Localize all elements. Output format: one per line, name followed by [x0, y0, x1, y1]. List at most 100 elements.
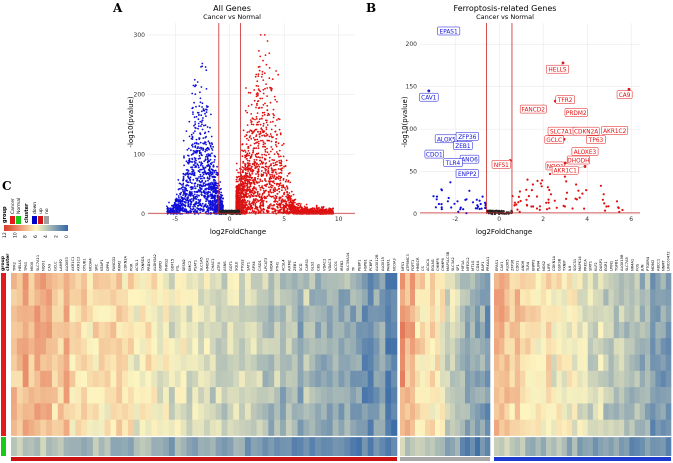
heatmap-cell-normal [326, 437, 333, 456]
heatmap-cell [303, 338, 310, 355]
data-point-up [260, 76, 263, 78]
data-point-up [275, 145, 278, 148]
data-point-up [254, 203, 257, 205]
data-point-up [257, 107, 260, 110]
data-point-down [211, 143, 214, 146]
heatmap-cell-normal [385, 437, 392, 456]
heatmap-cell [391, 338, 398, 355]
data-point-up [243, 197, 246, 199]
heatmap-cell [87, 403, 94, 420]
data-point-down [190, 188, 193, 191]
data-point-up [286, 187, 289, 190]
heatmap-cell [11, 305, 18, 323]
data-point-down [189, 203, 192, 206]
heatmap-cell [250, 403, 257, 420]
data-point-up [258, 118, 261, 121]
data-point-up [262, 166, 265, 169]
data-point-up [553, 199, 556, 202]
heatmap-cell [151, 419, 158, 437]
data-point-up [268, 177, 271, 180]
heatmap-cell [344, 387, 351, 404]
data-point-up [294, 201, 296, 204]
data-point-up [258, 136, 261, 138]
data-point-down [212, 190, 214, 193]
heatmap-cell [22, 338, 29, 355]
heatmap-cell [430, 403, 436, 420]
column-label: TP63 [24, 262, 28, 272]
heatmap-cell [262, 321, 269, 339]
data-point-down [446, 200, 449, 203]
data-point-down [179, 198, 182, 201]
heatmap-cell-normal [239, 437, 246, 456]
heatmap-cell [309, 338, 316, 355]
legend-swatch-cluster [38, 216, 43, 224]
data-point-up [257, 147, 260, 150]
data-point-up [248, 202, 251, 205]
data-point-down [205, 69, 208, 72]
data-point-up [257, 140, 260, 143]
data-point-down [216, 199, 219, 202]
data-point-up [282, 209, 285, 212]
heatmap-cell [256, 305, 263, 323]
gene-label-box [551, 165, 579, 175]
heatmap-cell [297, 338, 304, 355]
data-point-up [256, 162, 258, 165]
data-point-up [264, 148, 267, 151]
data-point-up [299, 204, 302, 207]
data-point-down [195, 115, 198, 118]
data-point-up [264, 163, 267, 165]
data-point-up [266, 40, 269, 42]
data-point-down [204, 66, 207, 68]
column-label: ACACA [426, 258, 430, 271]
gene-label: PRDM2 [566, 111, 587, 117]
heatmap-cell [186, 273, 193, 290]
data-point-down [210, 135, 213, 138]
heatmap-cell [34, 338, 41, 355]
heatmap-cell [28, 403, 35, 420]
data-point-up [276, 160, 278, 163]
heatmap-cell [455, 321, 461, 339]
heatmap-cell [98, 321, 105, 339]
data-point-up [245, 208, 247, 211]
data-point-down [190, 133, 193, 136]
data-point-down [220, 191, 223, 194]
heatmap-cell [344, 289, 351, 306]
data-point-up [237, 171, 240, 174]
data-point-up [281, 144, 284, 147]
heatmap-cell [400, 419, 406, 437]
data-point-up [252, 137, 255, 139]
heatmap-cell [46, 321, 53, 339]
data-point-up [241, 149, 243, 152]
data-point-up [281, 186, 283, 189]
data-point-down [185, 160, 188, 163]
heatmap-cell [440, 289, 446, 306]
heatmap-cell [425, 370, 431, 388]
heatmap-cell [145, 370, 152, 388]
heatmap-cell [244, 370, 252, 388]
heatmap-cell [204, 354, 211, 372]
data-point-up [268, 153, 270, 156]
heatmap-cell [233, 289, 240, 306]
data-point-up [274, 124, 277, 127]
data-point-up [545, 208, 549, 211]
data-point-up [265, 154, 268, 157]
heatmap-cell [309, 403, 316, 420]
heatmap-cell [98, 338, 105, 355]
data-point-up [563, 205, 567, 208]
data-point-up [548, 172, 552, 176]
data-point-down [221, 208, 224, 211]
data-point-up [261, 194, 264, 196]
heatmap-cell [400, 305, 406, 323]
data-point-up [303, 205, 306, 208]
data-point-up [257, 123, 259, 126]
data-point-down [208, 185, 211, 188]
data-point-up [265, 209, 268, 212]
column-label: MAP1LC3B [446, 251, 450, 271]
heatmap-cell [435, 305, 441, 323]
data-point-up [260, 160, 263, 163]
data-point-down [190, 200, 193, 203]
heatmap-cell [415, 305, 421, 323]
data-point-up [256, 102, 258, 105]
data-point-up [258, 50, 260, 52]
data-point-down [193, 190, 196, 193]
